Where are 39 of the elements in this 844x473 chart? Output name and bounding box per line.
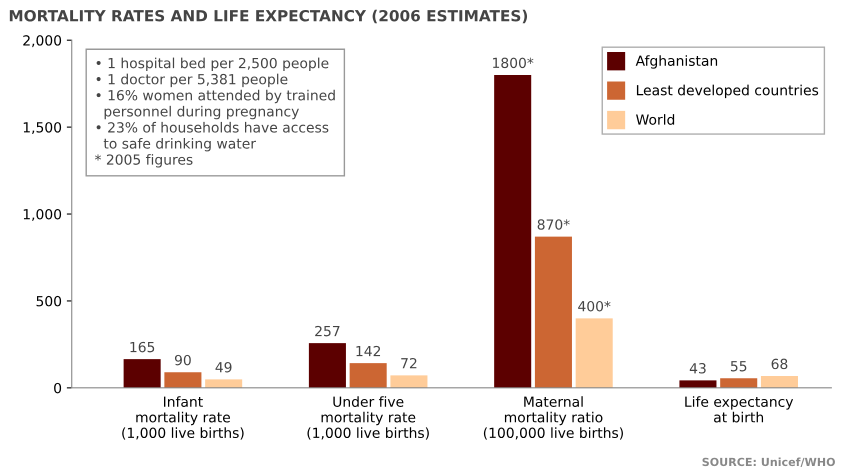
data-label: 72 <box>401 358 416 368</box>
bar <box>534 236 572 388</box>
bar <box>164 372 202 388</box>
data-label: 870* <box>538 219 570 230</box>
bar <box>205 379 242 388</box>
data-label: 400* <box>578 300 611 312</box>
source-note: SOURCE: Unicef/WHO <box>702 458 835 467</box>
data-label: 55 <box>730 361 746 372</box>
bar <box>390 375 428 388</box>
data-label: 90 <box>174 354 191 366</box>
bar <box>494 74 532 388</box>
legend-label: World <box>636 114 674 125</box>
bar <box>576 318 613 388</box>
bar <box>720 378 758 388</box>
data-label: 142 <box>356 346 380 356</box>
data-label: 257 <box>315 326 340 336</box>
annotation: • 1 hospital bed per 2,500 people • 1 doctor per 5,381 people • 16% women attended by trained personnel during pregnancy • 23% of households have access to safe drinking water * 2005 figures <box>94 58 335 168</box>
data-label: 49 <box>216 362 232 372</box>
data-label: 68 <box>772 358 788 370</box>
y-tick-label: 1,000 <box>24 209 62 221</box>
data-label: 165 <box>130 342 154 352</box>
x-tick-label: Life expectancy at birth <box>685 396 794 422</box>
bar <box>350 363 387 388</box>
legend-label: Least developed countries <box>636 84 818 98</box>
y-tick-label: 500 <box>36 296 62 306</box>
x-tick-label: Under five mortality rate (1,000 live births) <box>307 396 429 440</box>
bar <box>679 380 716 388</box>
x-tick-label: Infant mortality rate (1,000 live births) <box>122 396 244 440</box>
data-label: 1800* <box>493 58 534 68</box>
chart-title: MORTALITY RATES AND LIFE EXPECTANCY (2006 ESTIMATES) <box>10 10 528 24</box>
bar <box>308 343 346 388</box>
legend-label: Afghanistan <box>636 55 718 69</box>
bar <box>760 376 798 388</box>
data-label: 43 <box>690 363 706 374</box>
y-tick-label: 1,500 <box>24 122 62 134</box>
x-tick-label: Maternal mortality ratio (100,000 live births) <box>484 396 623 440</box>
y-tick-label: 0 <box>54 382 62 394</box>
y-tick-label: 2,000 <box>23 35 62 48</box>
bar <box>124 359 161 388</box>
